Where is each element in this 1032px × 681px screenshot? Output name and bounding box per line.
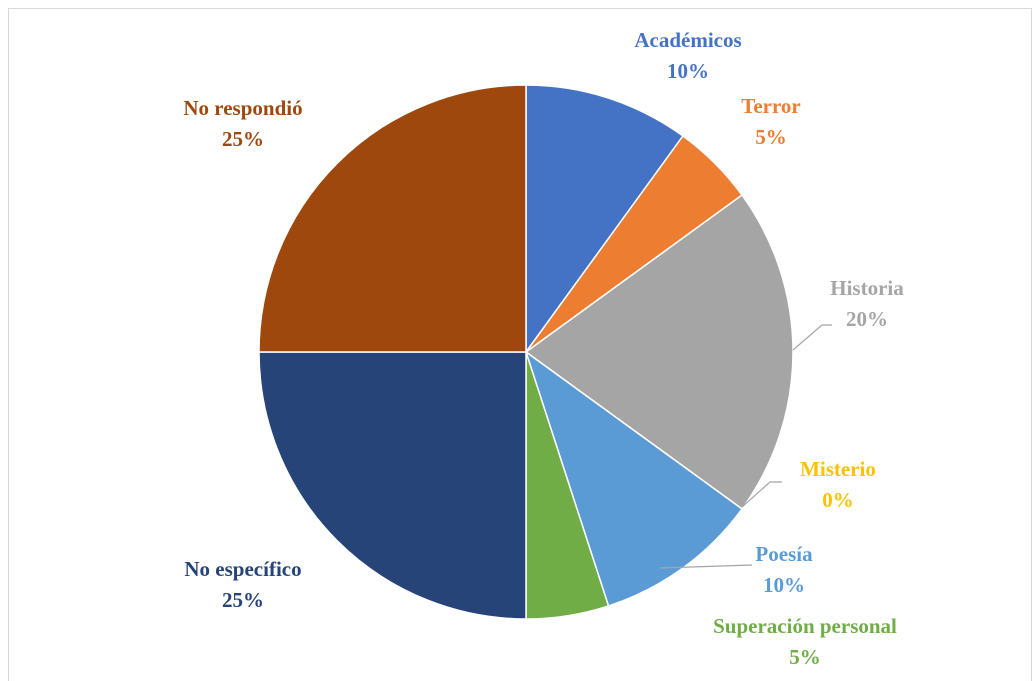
leader-line — [741, 481, 782, 508]
slice-label: Académicos — [634, 28, 741, 52]
slice-value-label: 25% — [222, 588, 264, 612]
slice-value-label: 10% — [763, 573, 805, 597]
slice-value-label: 10% — [667, 59, 709, 83]
slice-value-label: 25% — [222, 127, 264, 151]
slice-label: Misterio — [800, 457, 876, 481]
slice-label: Historia — [830, 276, 904, 300]
leader-line — [659, 564, 753, 569]
slice-label: No específico — [184, 557, 301, 581]
slice-value-label: 5% — [789, 645, 821, 669]
slice-value-label: 20% — [846, 307, 888, 331]
slice-value-label: 5% — [755, 125, 787, 149]
leader-line — [792, 324, 832, 351]
pie-slice — [258, 351, 527, 620]
pie-slice — [525, 84, 684, 355]
slice-label: Terror — [741, 94, 800, 118]
slice-value-label: 0% — [822, 488, 854, 512]
pie-slice — [524, 194, 794, 510]
slice-label: No respondió — [183, 96, 302, 120]
pie-slice — [524, 350, 744, 607]
slice-label: Superación personal — [713, 614, 897, 638]
slice-label: Poesía — [755, 542, 813, 566]
pie-slice — [258, 84, 527, 353]
